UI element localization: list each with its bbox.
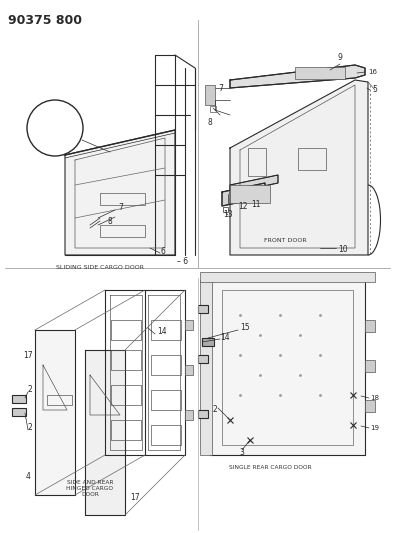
Text: SINGLE REAR CARGO DOOR: SINGLE REAR CARGO DOOR xyxy=(229,465,311,470)
Text: 7: 7 xyxy=(118,204,123,213)
Polygon shape xyxy=(230,80,368,255)
Text: 13: 13 xyxy=(223,210,233,219)
Bar xyxy=(248,148,266,176)
Text: 9: 9 xyxy=(338,53,342,62)
Bar xyxy=(365,360,375,372)
Bar xyxy=(365,400,375,412)
Polygon shape xyxy=(85,350,125,515)
Bar xyxy=(222,290,353,445)
Bar xyxy=(365,320,375,332)
Bar xyxy=(200,272,375,282)
Bar xyxy=(111,385,141,405)
Text: 17: 17 xyxy=(130,492,139,502)
Polygon shape xyxy=(210,280,365,455)
Bar xyxy=(111,420,141,440)
Bar xyxy=(100,193,145,205)
Bar xyxy=(223,207,228,212)
Text: 5: 5 xyxy=(372,85,377,94)
Polygon shape xyxy=(65,130,175,255)
Text: 4: 4 xyxy=(26,472,30,481)
Bar xyxy=(100,225,145,237)
Text: 3: 3 xyxy=(239,448,245,457)
Polygon shape xyxy=(230,65,365,88)
Text: 19: 19 xyxy=(370,425,379,431)
Bar xyxy=(230,185,270,203)
Text: 11: 11 xyxy=(251,200,261,209)
Text: 2: 2 xyxy=(213,405,217,414)
Text: 17: 17 xyxy=(23,351,33,359)
Text: – 6: – 6 xyxy=(177,257,188,266)
Bar xyxy=(198,305,208,313)
Bar xyxy=(151,390,181,410)
Text: 6: 6 xyxy=(160,247,166,256)
Text: 2: 2 xyxy=(28,424,33,432)
Bar xyxy=(185,410,193,420)
Text: 16: 16 xyxy=(368,69,377,75)
Bar xyxy=(12,408,26,416)
Bar xyxy=(205,85,215,105)
Bar xyxy=(200,280,212,455)
Polygon shape xyxy=(230,175,278,193)
Bar xyxy=(151,320,181,340)
Bar xyxy=(111,320,141,340)
Bar xyxy=(111,350,141,370)
Text: 12: 12 xyxy=(238,202,248,211)
Bar xyxy=(47,395,72,405)
Text: 15: 15 xyxy=(240,324,250,333)
Bar xyxy=(210,106,216,112)
Bar xyxy=(151,355,181,375)
Text: 18: 18 xyxy=(370,395,379,401)
Text: SLIDING SIDE CARGO DOOR: SLIDING SIDE CARGO DOOR xyxy=(56,265,144,270)
Bar xyxy=(185,320,193,330)
Text: 10: 10 xyxy=(338,246,348,254)
Bar xyxy=(151,425,181,445)
Bar xyxy=(198,410,208,418)
Text: 90375 800: 90375 800 xyxy=(8,14,82,27)
Text: FRONT DOOR: FRONT DOOR xyxy=(264,238,306,243)
Polygon shape xyxy=(222,183,265,206)
Bar xyxy=(295,67,345,79)
Polygon shape xyxy=(35,330,75,495)
Bar xyxy=(202,338,214,346)
Bar xyxy=(298,148,326,170)
Bar xyxy=(198,355,208,363)
Text: 7: 7 xyxy=(218,84,223,93)
Text: 8: 8 xyxy=(208,118,213,127)
Text: 8: 8 xyxy=(108,217,113,227)
Circle shape xyxy=(27,100,83,156)
Text: 2: 2 xyxy=(28,385,33,394)
Bar xyxy=(185,365,193,375)
Text: SIDE AND REAR
HINGED CARGO
DOOR: SIDE AND REAR HINGED CARGO DOOR xyxy=(66,480,113,497)
Text: 1: 1 xyxy=(62,140,66,146)
Bar xyxy=(12,395,26,403)
Text: 14: 14 xyxy=(220,333,229,342)
Text: 14: 14 xyxy=(157,327,167,336)
